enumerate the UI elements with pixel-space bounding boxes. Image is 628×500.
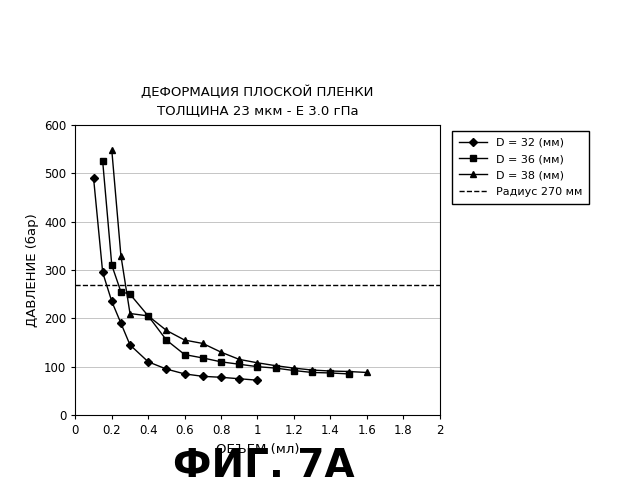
D = 36 (мм) bbox=[327, 370, 334, 376]
Title: ДЕФОРМАЦИЯ ПЛОСКОЙ ПЛЕНКИ
ТОЛЩИНА 23 мкм - Е 3.0 гПа: ДЕФОРМАЦИЯ ПЛОСКОЙ ПЛЕНКИ ТОЛЩИНА 23 мкм… bbox=[141, 86, 374, 117]
D = 38 (мм) bbox=[254, 360, 261, 366]
D = 32 (мм) bbox=[144, 359, 152, 365]
D = 32 (мм) bbox=[181, 371, 188, 377]
D = 36 (мм) bbox=[254, 364, 261, 370]
Line: D = 32 (мм): D = 32 (мм) bbox=[91, 176, 260, 383]
Радиус 270 мм bbox=[254, 282, 261, 288]
D = 38 (мм) bbox=[236, 356, 243, 362]
D = 36 (мм) bbox=[199, 355, 207, 361]
D = 38 (мм) bbox=[217, 349, 225, 355]
Line: D = 38 (мм): D = 38 (мм) bbox=[108, 146, 371, 376]
D = 32 (мм) bbox=[108, 298, 116, 304]
D = 38 (мм) bbox=[144, 313, 152, 319]
D = 38 (мм) bbox=[181, 337, 188, 343]
D = 36 (мм) bbox=[181, 352, 188, 358]
D = 38 (мм) bbox=[308, 367, 316, 373]
D = 36 (мм) bbox=[272, 365, 279, 371]
D = 38 (мм) bbox=[345, 368, 352, 374]
D = 32 (мм) bbox=[199, 374, 207, 380]
D = 38 (мм) bbox=[163, 328, 170, 334]
D = 32 (мм) bbox=[163, 366, 170, 372]
D = 36 (мм) bbox=[345, 371, 352, 377]
D = 32 (мм) bbox=[99, 270, 107, 276]
D = 38 (мм) bbox=[117, 252, 124, 258]
D = 38 (мм) bbox=[290, 365, 298, 371]
D = 36 (мм) bbox=[290, 368, 298, 374]
D = 36 (мм) bbox=[308, 370, 316, 376]
D = 38 (мм) bbox=[272, 362, 279, 368]
D = 36 (мм) bbox=[163, 337, 170, 343]
D = 36 (мм) bbox=[236, 361, 243, 367]
D = 36 (мм) bbox=[126, 291, 134, 297]
D = 36 (мм) bbox=[99, 158, 107, 164]
D = 36 (мм) bbox=[144, 313, 152, 319]
Text: ФИГ. 7А: ФИГ. 7А bbox=[173, 447, 355, 485]
D = 32 (мм) bbox=[254, 377, 261, 383]
D = 36 (мм) bbox=[217, 359, 225, 365]
D = 38 (мм) bbox=[126, 310, 134, 316]
D = 36 (мм) bbox=[108, 262, 116, 268]
D = 32 (мм) bbox=[90, 175, 97, 181]
D = 32 (мм) bbox=[217, 374, 225, 380]
D = 32 (мм) bbox=[117, 320, 124, 326]
Y-axis label: ДАВЛЕНИЕ (бар): ДАВЛЕНИЕ (бар) bbox=[26, 213, 38, 327]
D = 38 (мм) bbox=[363, 370, 371, 376]
D = 38 (мм) bbox=[108, 147, 116, 153]
Line: D = 36 (мм): D = 36 (мм) bbox=[100, 158, 351, 376]
D = 36 (мм) bbox=[117, 289, 124, 295]
D = 38 (мм) bbox=[199, 340, 207, 346]
D = 32 (мм) bbox=[236, 376, 243, 382]
Legend: D = 32 (мм), D = 36 (мм), D = 38 (мм), Радиус 270 мм: D = 32 (мм), D = 36 (мм), D = 38 (мм), Р… bbox=[452, 130, 589, 204]
X-axis label: ОБЪЕМ (мл): ОБЪЕМ (мл) bbox=[216, 442, 299, 456]
Радиус 270 мм bbox=[72, 282, 79, 288]
D = 38 (мм) bbox=[327, 368, 334, 374]
D = 32 (мм) bbox=[126, 342, 134, 348]
